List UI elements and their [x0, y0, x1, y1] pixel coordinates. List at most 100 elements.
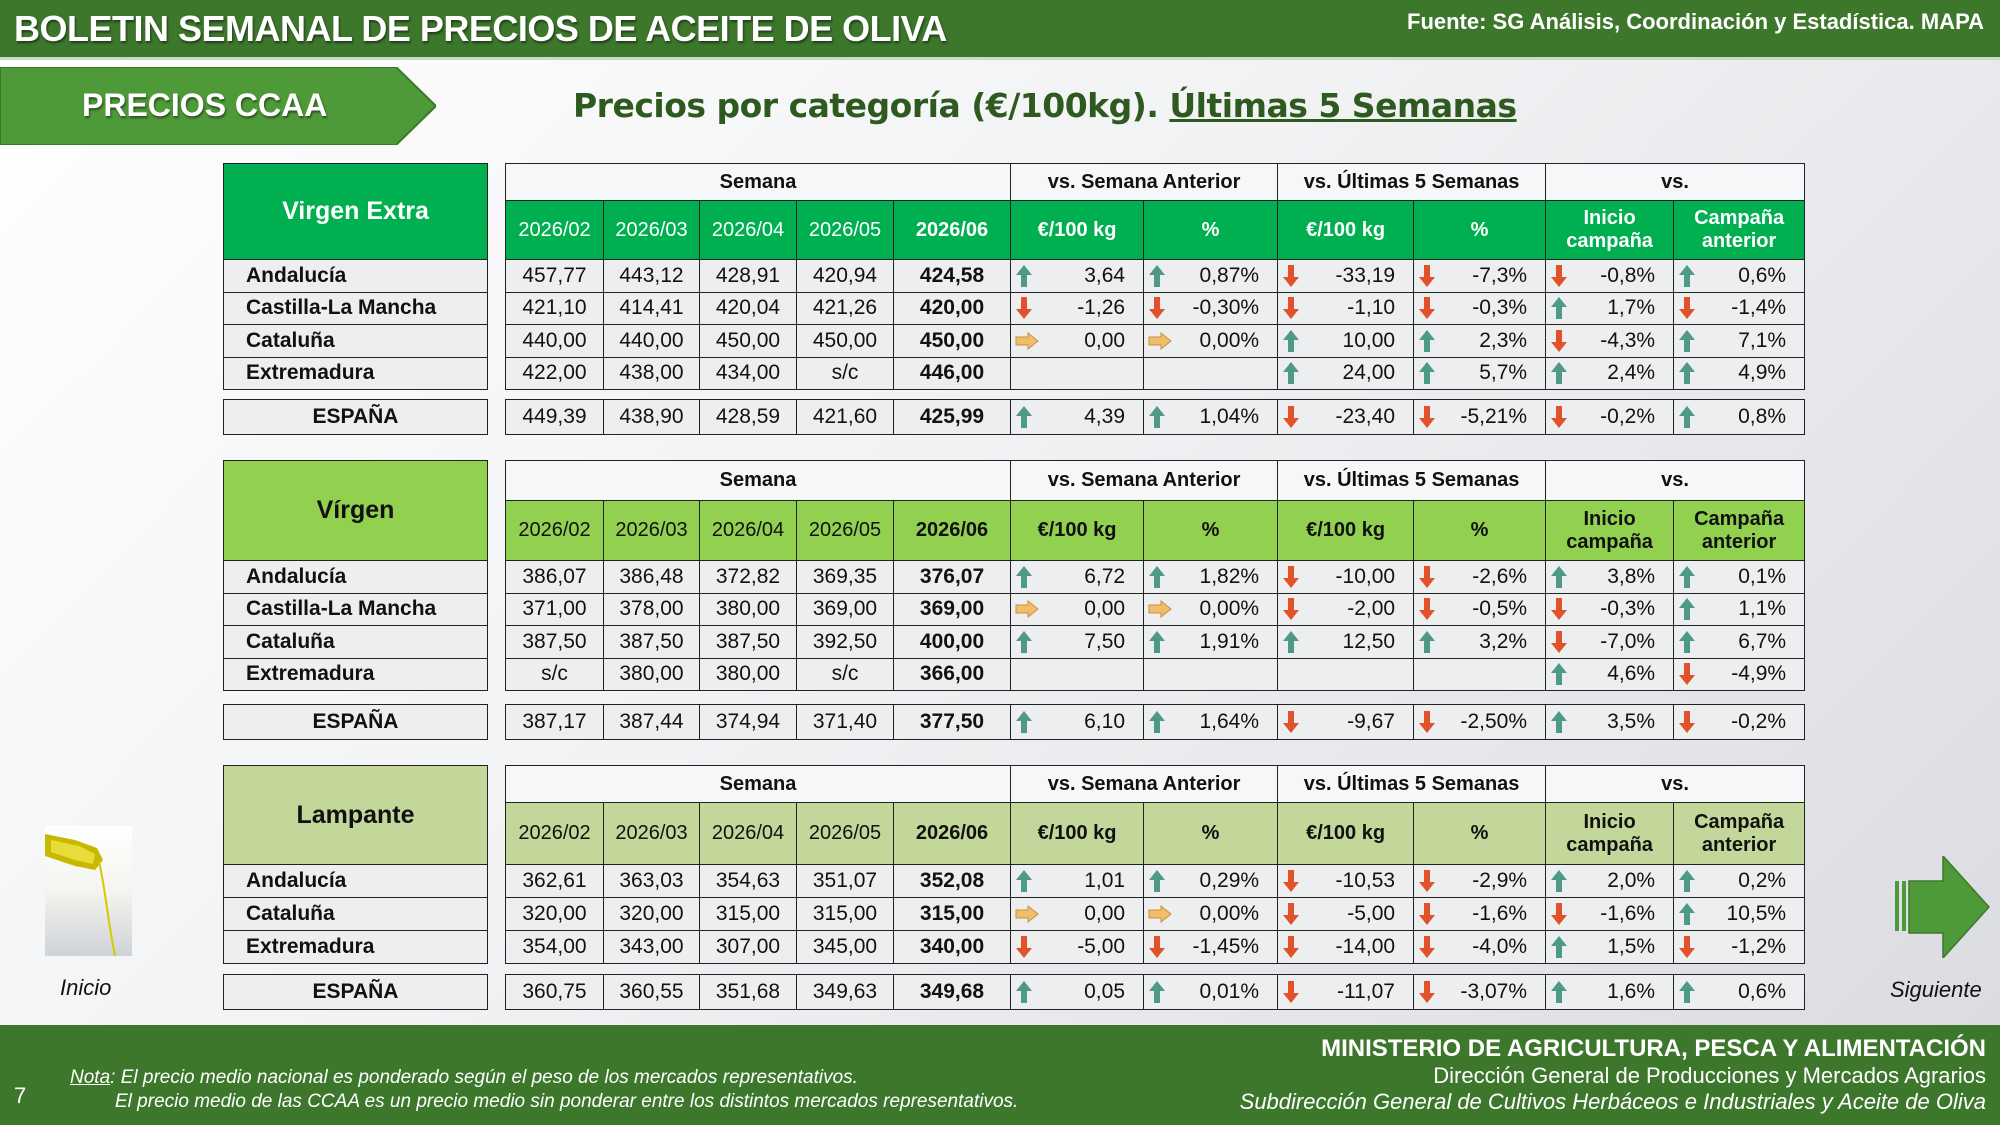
home-link[interactable]: Inicio: [60, 975, 112, 1000]
change-cell: 0,29%: [1143, 864, 1279, 898]
change-value: -0,5%: [1472, 597, 1528, 621]
header-vs-ultimas-5: vs. Últimas 5 Semanas: [1277, 163, 1547, 201]
change-value: 10,5%: [1726, 902, 1787, 925]
change-cell: 2,3%: [1413, 324, 1547, 358]
change-value: 3,64: [1084, 263, 1126, 287]
price-cell: 424,58: [892, 259, 1012, 293]
total-table: 449,39 438,90 428,59 421,60 425,99 4,39 1,04% -…: [505, 399, 1805, 435]
change-cell: -0,3%: [1413, 291, 1547, 325]
price-cell: 386,48: [603, 560, 700, 594]
change-value: -5,21%: [1460, 405, 1527, 428]
arrow-up-icon: [1016, 264, 1033, 287]
week-header: 2026/04: [699, 200, 797, 260]
change-cell: 0,6%: [1673, 259, 1806, 293]
change-cell: -5,00: [1010, 930, 1145, 964]
price-cell: 371,00: [505, 592, 604, 626]
price-cell: 434,00: [699, 356, 797, 390]
table-row: 387,50 387,50 387,50 392,50 400,00 7,50 1,91% 1…: [505, 625, 1806, 659]
table-row: 371,00 378,00 380,00 369,00 369,00 0,00 0,00% -…: [505, 592, 1806, 626]
arrow-down-icon: [1551, 630, 1568, 653]
price-cell: 428,91: [699, 259, 797, 293]
change-cell: 1,5%: [1545, 930, 1675, 964]
price-cell: 374,94: [699, 704, 797, 740]
change-value: -0,3%: [1600, 597, 1656, 621]
change-cell: -3,07%: [1413, 974, 1546, 1010]
change-cell: 0,8%: [1673, 399, 1805, 435]
arrow-up-icon: [1679, 406, 1695, 428]
header-vs-ultimas-5: vs. Últimas 5 Semanas: [1277, 460, 1547, 501]
change-value: 1,6%: [1607, 980, 1655, 1003]
change-value: -1,45%: [1192, 935, 1260, 958]
change-cell: 4,9%: [1673, 356, 1806, 390]
arrow-right-icon: [1148, 600, 1172, 619]
arrow-up-icon: [1016, 870, 1033, 892]
table-row: 362,61 363,03 354,63 351,07 352,08 1,01 0,29% -…: [505, 864, 1806, 898]
arrow-right-icon: [1148, 905, 1172, 923]
arrow-up-icon: [1551, 936, 1568, 958]
note-line-2: El precio medio de las CCAA es un precio…: [115, 1091, 1019, 1112]
section-label: PRECIOS CCAA: [82, 87, 328, 123]
total-label-table: ESPAÑA: [223, 704, 488, 740]
price-cell: 369,35: [796, 560, 894, 594]
price-cell: 315,00: [699, 897, 797, 931]
arrow-down-icon: [1551, 598, 1568, 621]
directorate-name: Dirección General de Producciones y Merc…: [1433, 1063, 1986, 1088]
change-value: 2,4%: [1607, 361, 1656, 385]
arrow-down-icon: [1419, 297, 1436, 320]
change-value: -1,4%: [1731, 296, 1787, 320]
change-cell: -0,30%: [1143, 291, 1279, 325]
table-row: s/c 380,00 380,00 s/c 366,00 4,6% -4,9%: [505, 657, 1806, 691]
change-cell: 24,00: [1277, 356, 1415, 390]
change-cell: 6,72: [1010, 560, 1145, 594]
change-cell: 10,5%: [1673, 897, 1806, 931]
change-value: 2,0%: [1607, 869, 1656, 892]
change-value: -7,0%: [1600, 629, 1656, 653]
arrow-up-icon: [1679, 870, 1696, 892]
region-name: Cataluña: [223, 897, 488, 931]
price-cell: 349,63: [796, 974, 894, 1010]
arrow-down-icon: [1419, 565, 1436, 588]
arrow-down-icon: [1283, 598, 1300, 621]
arrow-down-icon: [1283, 565, 1300, 588]
change-cell: -33,19: [1277, 259, 1415, 293]
olive-oil-image[interactable]: [45, 826, 132, 957]
arrow-down-icon: [1419, 981, 1435, 1003]
table-row: 449,39 438,90 428,59 421,60 425,99 4,39 1,04% -…: [505, 399, 1805, 435]
change-value: 0,00: [1084, 902, 1126, 925]
next-link[interactable]: Siguiente: [1890, 977, 1982, 1002]
change-cell: 4,6%: [1545, 657, 1675, 691]
table-row: 320,00 320,00 315,00 315,00 315,00 0,00 0,00% -…: [505, 897, 1806, 931]
change-value: 0,05: [1084, 980, 1125, 1003]
change-value: -11,07: [1337, 980, 1395, 1003]
category-title: Vírgen: [223, 460, 488, 561]
change-value: -0,30%: [1192, 296, 1260, 320]
total-region-name: ESPAÑA: [223, 974, 488, 1010]
change-value: 0,29%: [1199, 869, 1260, 892]
arrow-right-icon: [1895, 854, 1991, 960]
arrow-down-icon: [1419, 711, 1435, 733]
change-cell: -4,9%: [1673, 657, 1806, 691]
week-header: 2026/06: [892, 200, 1012, 260]
change-cell: -2,6%: [1413, 560, 1547, 594]
page-number: 7: [14, 1083, 27, 1108]
arrow-down-icon: [1419, 264, 1436, 287]
price-table: Semana vs. Semana Anterior vs. Últimas 5 S…: [504, 765, 1806, 964]
arrow-up-icon: [1283, 630, 1300, 653]
week-header: 2026/05: [796, 802, 894, 865]
price-cell: 438,00: [603, 356, 700, 390]
region-name: Andalucía: [223, 259, 488, 293]
change-cell: 4,39: [1010, 399, 1144, 435]
change-value: 1,82%: [1199, 564, 1260, 588]
next-arrow-button[interactable]: [1893, 854, 1991, 963]
arrow-up-icon: [1679, 264, 1696, 287]
subdirectorate-name: Subdirección General de Cultivos Herbáce…: [1239, 1089, 1986, 1114]
change-value: 1,91%: [1199, 629, 1260, 653]
sub-header: Campaña anterior: [1673, 200, 1806, 260]
region-name: Castilla-La Mancha: [223, 592, 488, 626]
header-vs: vs.: [1545, 460, 1806, 501]
price-cell: 392,50: [796, 625, 894, 659]
arrow-down-icon: [1149, 936, 1166, 958]
price-cell: 450,00: [892, 324, 1012, 358]
sub-header: %: [1413, 500, 1547, 561]
price-cell: 320,00: [505, 897, 604, 931]
